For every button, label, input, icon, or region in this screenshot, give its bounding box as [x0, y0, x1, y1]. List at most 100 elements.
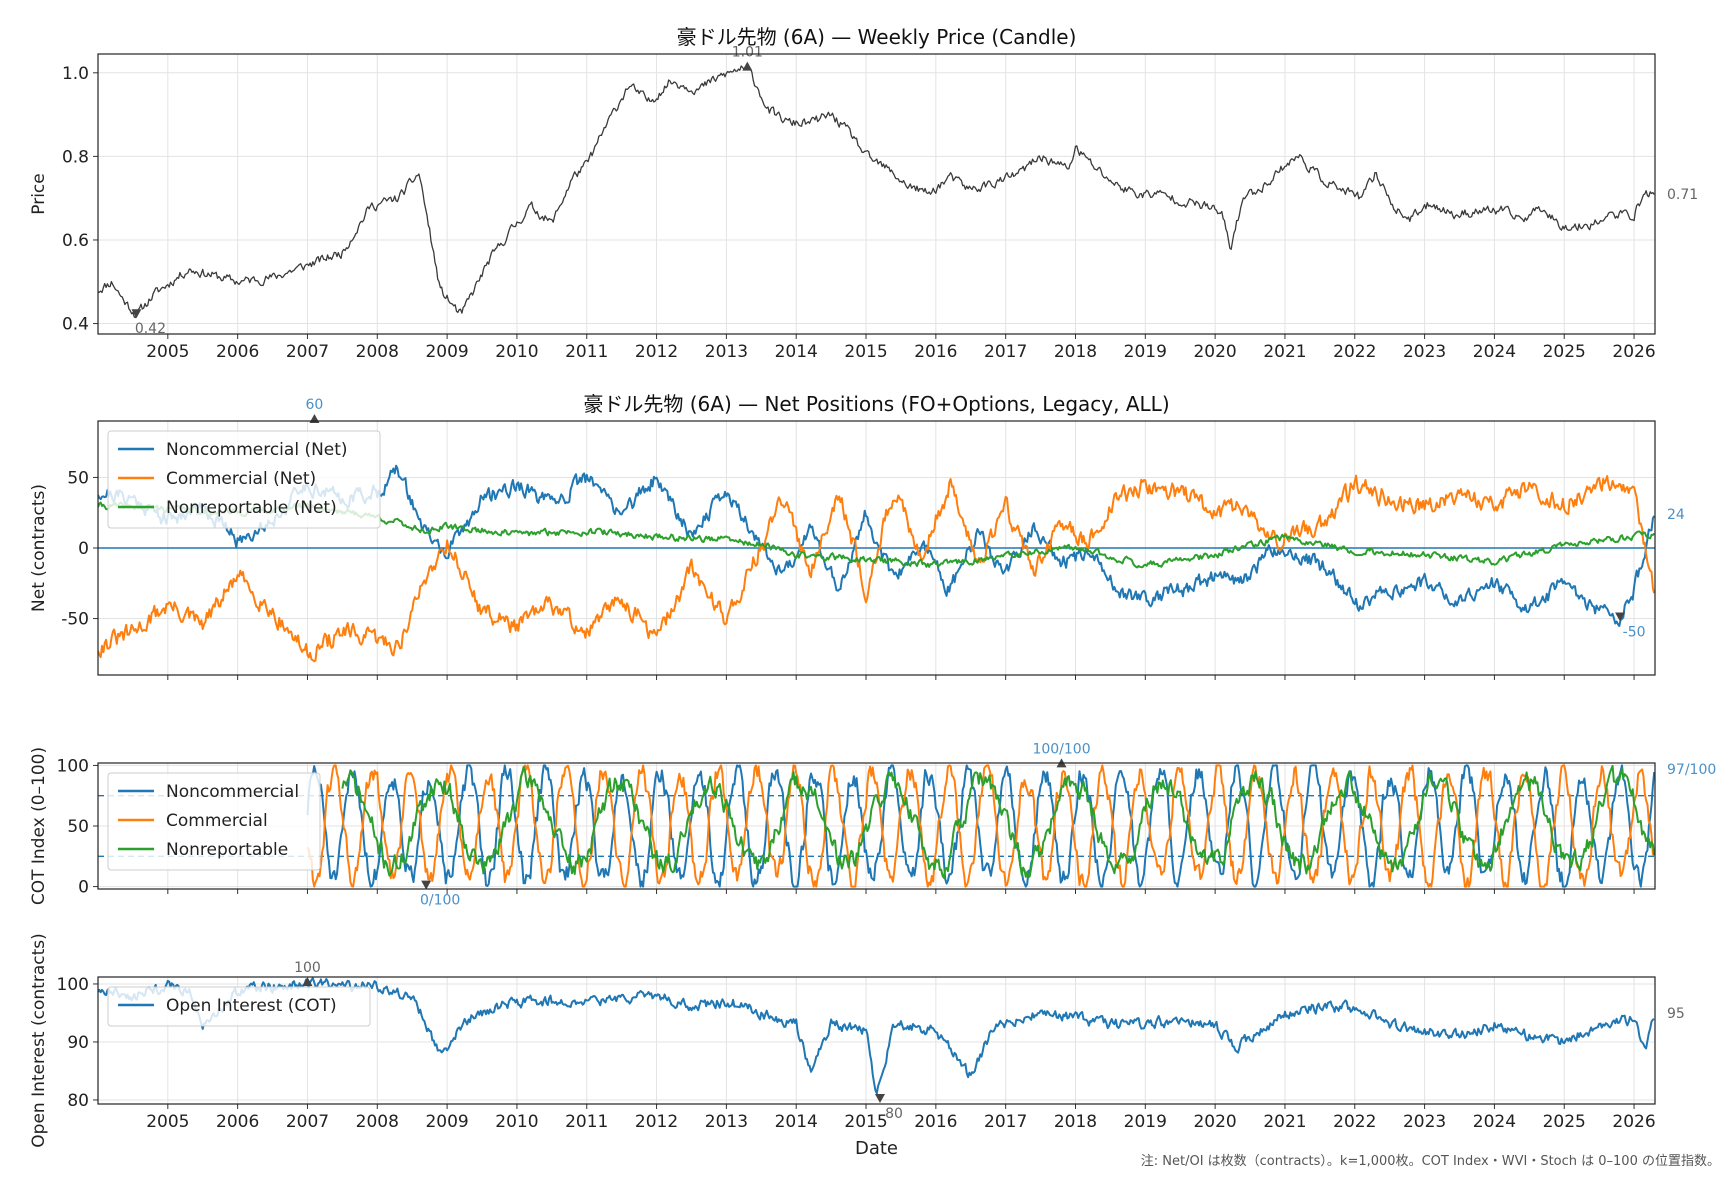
- x-tick-label: 2026: [1612, 342, 1655, 362]
- y-tick-label: 50: [67, 468, 89, 488]
- x-tick-label: 2012: [635, 342, 678, 362]
- x-tick-label: 2024: [1473, 1112, 1516, 1132]
- y-axis-label: Open Interest (contracts): [29, 933, 49, 1147]
- annotation-marker: [302, 976, 313, 986]
- plot-frame: [97, 976, 1656, 1105]
- annotation-label: 0/100: [420, 893, 460, 909]
- x-tick-label: 2007: [286, 342, 329, 362]
- chart-title: 豪ドル先物 (6A) — Net Positions (FO+Options, …: [583, 392, 1169, 416]
- legend-label: Noncommercial: [166, 782, 299, 802]
- x-tick-label: 2009: [425, 1112, 468, 1132]
- x-tick-label: 2014: [775, 1112, 818, 1132]
- x-tick-label: 2025: [1543, 342, 1586, 362]
- x-tick-label: 2007: [286, 1112, 329, 1132]
- y-tick-label: 100: [57, 756, 89, 776]
- x-tick-label: 2016: [914, 342, 957, 362]
- y-tick-label: 1.0: [62, 64, 89, 84]
- x-tick-label: 2020: [1193, 1112, 1236, 1132]
- series-commercial-net-: [98, 474, 1655, 663]
- x-tick-label: 2018: [1054, 342, 1097, 362]
- annotation-label: 60: [306, 397, 324, 413]
- annotation-marker: [309, 414, 320, 423]
- x-tick-label: 2006: [216, 1112, 259, 1132]
- x-tick-label: 2025: [1543, 1112, 1586, 1132]
- x-tick-label: 2009: [425, 342, 468, 362]
- x-tick-label: 2008: [356, 1112, 399, 1132]
- x-tick-label: 2013: [705, 342, 748, 362]
- annotation-label: 100: [294, 960, 321, 976]
- x-axis-label: Date: [855, 1138, 898, 1159]
- annotation-label: -50: [1623, 625, 1646, 641]
- x-tick-label: 2020: [1193, 342, 1236, 362]
- legend-box: [107, 772, 321, 871]
- y-tick-label: 0: [78, 539, 89, 559]
- y-tick-label: 100: [57, 975, 89, 995]
- footnote: 注: Net/OI は枚数（contracts）。k=1,000枚。COT In…: [1140, 1154, 1720, 1169]
- y-tick-label: 80: [67, 1091, 89, 1111]
- annotation-label: 24: [1667, 507, 1685, 523]
- series-layer: [98, 65, 1655, 319]
- x-tick-label: 2022: [1333, 342, 1376, 362]
- y-tick-label: 0.4: [62, 315, 89, 335]
- annotation-label: 97/100: [1667, 762, 1716, 778]
- legend-label: Nonreportable (Net): [166, 498, 337, 518]
- series-nonreportable: [341, 764, 1655, 879]
- plot-frame: [97, 420, 1656, 676]
- legend: Noncommercial (Net) Commercial (Net) Nonre…: [107, 430, 381, 529]
- x-tick-label: 2006: [216, 342, 259, 362]
- y-tick-label: 90: [67, 1033, 89, 1053]
- x-tick-label: 2010: [495, 342, 538, 362]
- annotation-label: 0.71: [1667, 187, 1698, 203]
- y-tick-label: 0.6: [62, 231, 89, 251]
- annotation-marker: [131, 309, 142, 319]
- legend-label: Commercial (Net): [166, 469, 316, 489]
- x-tick-label: 2023: [1403, 342, 1446, 362]
- x-tick-label: 2023: [1403, 1112, 1446, 1132]
- legend-label: Open Interest (COT): [166, 996, 337, 1016]
- x-tick-label: 2005: [146, 342, 189, 362]
- x-tick-label: 2018: [1054, 1112, 1097, 1132]
- plot-frame: [97, 53, 1656, 335]
- y-tick-label: 0.8: [62, 147, 89, 167]
- annotation-marker: [421, 880, 432, 890]
- annotation-marker: [1615, 612, 1626, 622]
- legend-box: [107, 430, 381, 529]
- x-tick-label: 2021: [1263, 1112, 1306, 1132]
- x-tick-label: 2015: [844, 1112, 887, 1132]
- annotation-marker: [874, 1093, 885, 1103]
- series-layer: [306, 764, 1655, 888]
- x-tick-label: 2013: [705, 1112, 748, 1132]
- y-tick-label: -50: [61, 610, 89, 630]
- y-axis-label: Price: [29, 173, 49, 214]
- legend-label: Noncommercial (Net): [166, 440, 348, 460]
- legend: Noncommercial Commercial Nonreportable: [107, 772, 321, 871]
- annotation-label: 0.42: [135, 321, 166, 337]
- y-axis-label: COT Index (0–100): [29, 747, 49, 905]
- y-tick-label: 0: [78, 878, 89, 898]
- y-axis-label: Net (contracts): [29, 484, 49, 612]
- panel-price: 2005 2006 2007 2008 2009 2010 2011 2012 2013 2014…: [29, 25, 1698, 362]
- panel-net: -50 0 50 60 -50 24 豪ドル先物 (6A) — Net Positions …: [29, 392, 1685, 680]
- x-tick-label: 2011: [565, 1112, 608, 1132]
- x-tick-label: 2012: [635, 1112, 678, 1132]
- x-tick-label: 2016: [914, 1112, 957, 1132]
- legend-label: Nonreportable: [166, 840, 288, 860]
- x-tick-label: 2026: [1612, 1112, 1655, 1132]
- x-tick-label: 2010: [495, 1112, 538, 1132]
- x-tick-label: 2022: [1333, 1112, 1376, 1132]
- annotation-label: 100/100: [1032, 741, 1090, 757]
- panel-cot: 0 50 100 100/100 0/100 97/100 COT Index (0–100…: [29, 741, 1716, 908]
- y-tick-label: 50: [67, 817, 89, 837]
- x-tick-label: 2011: [565, 342, 608, 362]
- series-commercial: [306, 764, 1655, 888]
- annotation-label: 80: [885, 1106, 903, 1122]
- x-tick-label: 2008: [356, 342, 399, 362]
- legend-box: [107, 986, 371, 1027]
- legend: Open Interest (COT): [107, 986, 371, 1027]
- x-tick-label: 2019: [1124, 1112, 1167, 1132]
- x-tick-label: 2021: [1263, 342, 1306, 362]
- legend-label: Commercial: [166, 811, 268, 831]
- series-noncommercial: [306, 764, 1655, 888]
